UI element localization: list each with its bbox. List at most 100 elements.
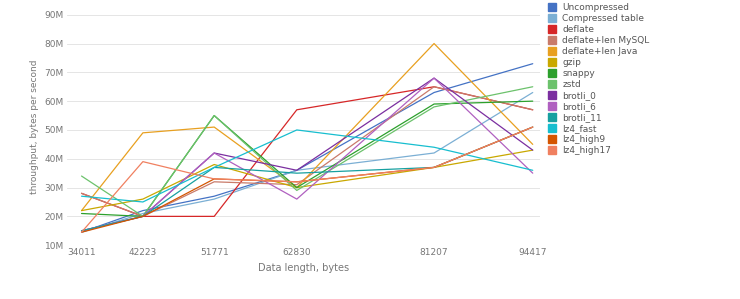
gzip — [528, 148, 537, 152]
snappy — [138, 215, 147, 218]
gzip — [77, 209, 86, 212]
lz4_fast — [209, 166, 218, 169]
lz4_high9 — [209, 177, 218, 181]
lz4_high17 — [138, 160, 147, 164]
brotli_11 — [528, 125, 537, 129]
Line: Compressed table: Compressed table — [81, 92, 533, 232]
lz4_high9 — [528, 125, 537, 129]
Line: brotli_0: brotli_0 — [81, 78, 533, 231]
deflate+len Java — [138, 131, 147, 135]
Line: snappy: snappy — [81, 101, 533, 216]
brotli_11 — [292, 171, 301, 175]
deflate+len Java — [292, 186, 301, 189]
Uncompressed — [138, 209, 147, 212]
deflate+len Java — [209, 125, 218, 129]
lz4_fast — [528, 169, 537, 172]
gzip — [209, 163, 218, 166]
Line: deflate: deflate — [81, 87, 533, 216]
Compressed table — [77, 231, 86, 234]
zstd — [138, 215, 147, 218]
deflate+len Java — [430, 42, 439, 45]
Line: deflate+len MySQL: deflate+len MySQL — [81, 87, 533, 216]
deflate+len MySQL — [292, 183, 301, 187]
brotli_0 — [209, 151, 218, 155]
brotli_0 — [430, 76, 439, 80]
gzip — [430, 166, 439, 169]
lz4_high17 — [430, 166, 439, 169]
lz4_fast — [292, 128, 301, 132]
Compressed table — [292, 169, 301, 172]
lz4_high17 — [528, 125, 537, 129]
lz4_high17 — [292, 180, 301, 184]
deflate+len MySQL — [430, 85, 439, 89]
deflate — [77, 192, 86, 195]
lz4_high9 — [430, 166, 439, 169]
Uncompressed — [77, 231, 86, 234]
deflate+len Java — [528, 143, 537, 146]
deflate — [138, 215, 147, 218]
snappy — [430, 102, 439, 106]
gzip — [292, 186, 301, 189]
lz4_high9 — [77, 231, 86, 234]
Legend: Uncompressed, Compressed table, deflate, deflate+len MySQL, deflate+len Java, gz: Uncompressed, Compressed table, deflate,… — [547, 2, 651, 157]
Compressed table — [209, 197, 218, 201]
brotli_0 — [528, 148, 537, 152]
lz4_fast — [77, 194, 86, 198]
snappy — [77, 212, 86, 215]
lz4_high9 — [138, 215, 147, 218]
Line: lz4_high9: lz4_high9 — [81, 127, 533, 232]
snappy — [528, 99, 537, 103]
lz4_fast — [138, 200, 147, 204]
Uncompressed — [209, 194, 218, 198]
Line: brotli_6: brotli_6 — [81, 78, 533, 231]
brotli_6 — [138, 215, 147, 218]
Uncompressed — [430, 91, 439, 94]
deflate+len Java — [77, 209, 86, 212]
brotli_11 — [430, 166, 439, 169]
X-axis label: Data length, bytes: Data length, bytes — [258, 263, 349, 272]
brotli_11 — [138, 215, 147, 218]
Line: Uncompressed: Uncompressed — [81, 64, 533, 232]
zstd — [77, 174, 86, 178]
snappy — [292, 186, 301, 189]
brotli_0 — [77, 229, 86, 233]
brotli_11 — [77, 229, 86, 233]
Uncompressed — [292, 169, 301, 172]
deflate — [528, 108, 537, 112]
brotli_0 — [292, 169, 301, 172]
deflate — [209, 215, 218, 218]
deflate — [430, 85, 439, 89]
deflate+len MySQL — [77, 192, 86, 195]
Line: gzip: gzip — [81, 150, 533, 210]
lz4_high17 — [209, 177, 218, 181]
deflate+len MySQL — [528, 108, 537, 112]
brotli_6 — [77, 229, 86, 233]
deflate+len MySQL — [138, 215, 147, 218]
brotli_11 — [209, 166, 218, 169]
lz4_high9 — [292, 180, 301, 184]
Compressed table — [138, 212, 147, 215]
Uncompressed — [528, 62, 537, 65]
Y-axis label: throughput, bytes per second: throughput, bytes per second — [30, 60, 39, 194]
brotli_6 — [430, 76, 439, 80]
zstd — [528, 85, 537, 89]
brotli_6 — [528, 171, 537, 175]
lz4_high17 — [77, 231, 86, 234]
zstd — [430, 105, 439, 109]
Line: brotli_11: brotli_11 — [81, 127, 533, 231]
lz4_fast — [430, 145, 439, 149]
zstd — [292, 189, 301, 192]
Compressed table — [528, 91, 537, 94]
brotli_6 — [292, 197, 301, 201]
Line: lz4_fast: lz4_fast — [81, 130, 533, 202]
deflate+len MySQL — [209, 180, 218, 184]
Line: zstd: zstd — [81, 87, 533, 216]
brotli_0 — [138, 215, 147, 218]
Compressed table — [430, 151, 439, 155]
deflate — [292, 108, 301, 112]
Line: lz4_high17: lz4_high17 — [81, 127, 533, 232]
brotli_6 — [209, 151, 218, 155]
gzip — [138, 197, 147, 201]
Line: deflate+len Java: deflate+len Java — [81, 44, 533, 210]
zstd — [209, 114, 218, 117]
